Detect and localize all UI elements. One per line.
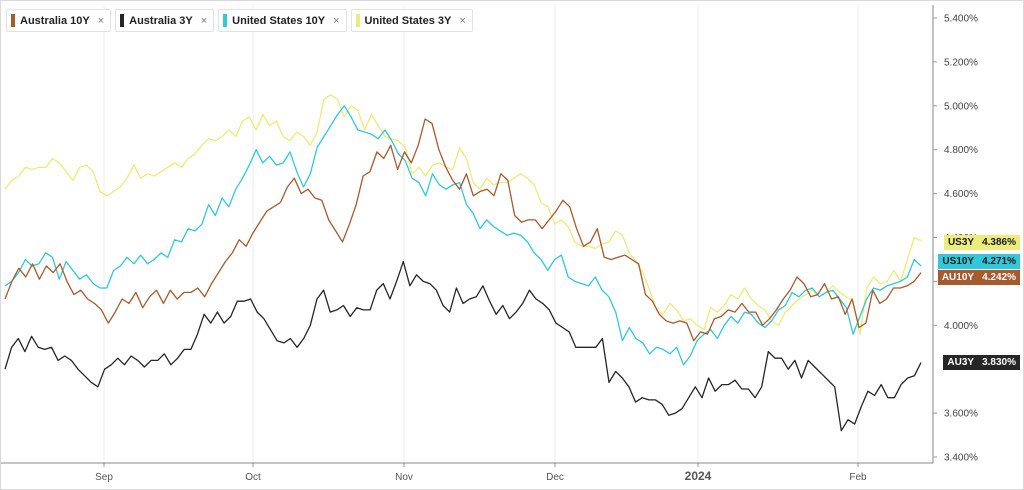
- y-tick-label: 5.200%: [944, 57, 978, 68]
- series-line-us3y: [4, 94, 922, 335]
- tag-symbol: US3Y: [947, 237, 975, 248]
- tag-value: 4.242%: [982, 272, 1016, 283]
- y-tick-label: 4.800%: [944, 145, 978, 156]
- legend-chip-australia-3y[interactable]: Australia 3Y ×: [115, 9, 215, 32]
- legend-label: Australia 10Y: [20, 14, 90, 27]
- y-tick-label: 3.400%: [944, 453, 978, 464]
- tag-symbol: AU10Y: [941, 272, 975, 283]
- last-value-tag-au10y: AU10Y 4.242%: [937, 270, 1020, 285]
- series-swatch: [223, 14, 228, 27]
- close-icon[interactable]: ×: [200, 14, 208, 27]
- tag-symbol: AU3Y: [947, 357, 975, 368]
- series-line-au3y: [4, 260, 922, 432]
- legend-label: United States 3Y: [364, 14, 452, 27]
- x-tick-label: Sep: [95, 472, 113, 483]
- x-tick-label: 2024: [685, 469, 712, 483]
- x-tick-label: Feb: [849, 472, 867, 483]
- legend-chip-united-states-3y[interactable]: United States 3Y ×: [350, 9, 473, 32]
- legend: Australia 10Y × Australia 3Y × United St…: [6, 9, 473, 32]
- legend-label: United States 10Y: [232, 14, 326, 27]
- x-tick-label: Oct: [245, 472, 261, 483]
- x-tick-label: Dec: [546, 472, 564, 483]
- close-icon[interactable]: ×: [97, 14, 105, 27]
- y-tick-label: 4.600%: [944, 189, 978, 200]
- last-value-tag-us10y: US10Y 4.271%: [938, 254, 1020, 269]
- series-line-au10y: [4, 118, 922, 342]
- y-tick-label: 5.400%: [944, 14, 978, 25]
- y-tick-label: 3.600%: [944, 409, 978, 420]
- series-swatch: [11, 14, 15, 27]
- last-value-tag-us3y: US3Y 4.386%: [943, 235, 1020, 250]
- last-value-tag-au3y: AU3Y 3.830%: [943, 355, 1020, 370]
- legend-label: Australia 3Y: [129, 14, 193, 27]
- close-icon[interactable]: ×: [459, 14, 466, 27]
- close-icon[interactable]: ×: [333, 14, 340, 27]
- tag-value: 4.271%: [982, 256, 1016, 267]
- legend-chip-united-states-10y[interactable]: United States 10Y ×: [218, 9, 347, 32]
- y-tick-label: 4.000%: [944, 321, 978, 332]
- tag-symbol: US10Y: [942, 256, 975, 267]
- x-tick-label: Nov: [395, 472, 413, 483]
- series-swatch: [120, 14, 125, 27]
- tag-value: 4.386%: [982, 237, 1016, 248]
- series-line-us10y: [4, 105, 922, 366]
- series-swatch: [355, 14, 360, 27]
- y-tick-label: 5.000%: [944, 101, 978, 112]
- tag-value: 3.830%: [982, 357, 1016, 368]
- legend-chip-australia-10y[interactable]: Australia 10Y ×: [6, 9, 112, 32]
